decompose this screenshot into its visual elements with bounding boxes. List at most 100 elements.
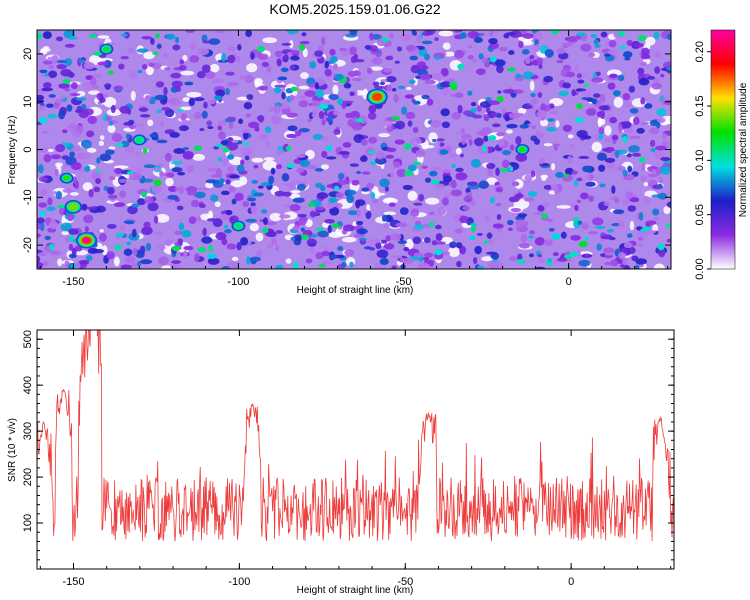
heatmap-cell [171, 260, 182, 264]
heatmap-cell [397, 85, 405, 90]
heatmap-speck [242, 142, 250, 146]
heatmap-gap [88, 90, 101, 95]
heatmap-cell [212, 78, 224, 84]
heatmap-gap [186, 91, 202, 98]
heatmap-cell [127, 47, 135, 54]
heatmap-speck [307, 202, 316, 207]
heatmap-speck [318, 263, 326, 268]
heatmap-cell [188, 97, 195, 107]
heatmap-speck [451, 163, 456, 169]
heatmap-cell [661, 132, 667, 140]
heatmap-gap [551, 163, 556, 171]
heatmap-cell [174, 187, 186, 191]
heatmap-cell [38, 202, 48, 208]
heatmap-cell [324, 60, 329, 69]
heatmap-cell [309, 247, 315, 254]
heatmap-cell [461, 138, 466, 145]
heatmap-cell [636, 127, 645, 134]
heatmap-cell [207, 167, 218, 173]
heatmap-cell [394, 60, 401, 64]
heatmap-speck [598, 133, 604, 141]
heatmap-cell [519, 242, 530, 249]
heatmap-speck [184, 81, 194, 86]
heatmap-cell [421, 165, 428, 169]
heatmap-cell [355, 199, 366, 207]
heatmap-cell [178, 64, 187, 71]
heatmap-speck [227, 154, 235, 160]
heatmap-cell [225, 71, 235, 76]
heatmap-cell [441, 169, 452, 173]
heatmap-cell [576, 177, 583, 182]
heatmap-cell [416, 34, 422, 43]
heatmap-cell [207, 99, 216, 105]
heatmap-cell [237, 44, 242, 51]
heatmap-cell [455, 92, 464, 99]
snr-y-ticks: 500 400 300 200 100 [22, 329, 674, 561]
heatmap-cell [279, 214, 291, 219]
heatmap-cell [415, 75, 421, 79]
heatmap-cell [383, 223, 390, 229]
heatmap-cell [451, 242, 458, 246]
heatmap-cell [321, 36, 326, 46]
heatmap-gap [108, 146, 116, 150]
heatmap-cell [74, 182, 80, 190]
heatmap-speck [222, 147, 230, 153]
heatmap-cell [454, 228, 464, 234]
heatmap-gap [99, 135, 105, 140]
heatmap-cell [123, 121, 134, 126]
heatmap-cell [41, 87, 54, 92]
heatmap-cell [349, 163, 360, 167]
heatmap-speck [487, 135, 497, 141]
heatmap-cell [46, 206, 56, 212]
heatmap-cell [536, 57, 543, 66]
heatmap-cell [321, 260, 332, 265]
heatmap-cell [473, 37, 483, 43]
heatmap-cell [119, 105, 131, 114]
heatmap-speck [125, 133, 131, 140]
heatmap-cell [554, 188, 560, 195]
heatmap-cell [289, 65, 296, 70]
heatmap-cell [508, 227, 513, 231]
heatmap-cell [641, 162, 646, 172]
heatmap-cell [281, 42, 292, 46]
heatmap-cell [391, 265, 397, 269]
heatmap-cell [396, 168, 407, 178]
heatmap-cell [578, 259, 591, 267]
heatmap-speck [280, 67, 289, 73]
heatmap-cell [291, 180, 301, 186]
heatmap-gap [180, 70, 195, 76]
heatmap-cell [379, 178, 390, 188]
heatmap-speck [126, 171, 134, 175]
heatmap-cell [536, 109, 548, 119]
heatmap-cell [140, 259, 152, 265]
heatmap-speck [582, 165, 592, 173]
heatmap-cell [400, 264, 406, 269]
heatmap-cell [496, 64, 504, 74]
heatmap-cell [87, 115, 98, 125]
heatmap-speck [576, 103, 583, 110]
heatmap-cell [652, 216, 660, 221]
heatmap-cell [658, 248, 666, 258]
heatmap-cell [260, 209, 268, 214]
heatmap-cell [515, 222, 521, 229]
heatmap-cell [50, 154, 62, 160]
heatmap-cell [342, 224, 355, 232]
heatmap-cell [660, 166, 671, 175]
heatmap-gap [378, 133, 391, 138]
heatmap-cell [517, 213, 528, 218]
heatmap-speck [137, 69, 143, 74]
heatmap-cell [153, 231, 164, 236]
heatmap-cell [62, 188, 74, 193]
heatmap-speck [368, 150, 377, 154]
heatmap-cell [463, 195, 473, 203]
heatmap-gap [298, 85, 310, 90]
heatmap-cell [562, 82, 572, 89]
heatmap-cell [569, 144, 576, 149]
heatmap-cell [335, 192, 344, 199]
heatmap-cell [217, 120, 227, 127]
heatmap-speck [153, 179, 162, 187]
heatmap-speck [569, 251, 579, 257]
heatmap-gap [208, 210, 214, 221]
heatmap-cell [37, 262, 44, 269]
heatmap-cell [199, 128, 205, 132]
